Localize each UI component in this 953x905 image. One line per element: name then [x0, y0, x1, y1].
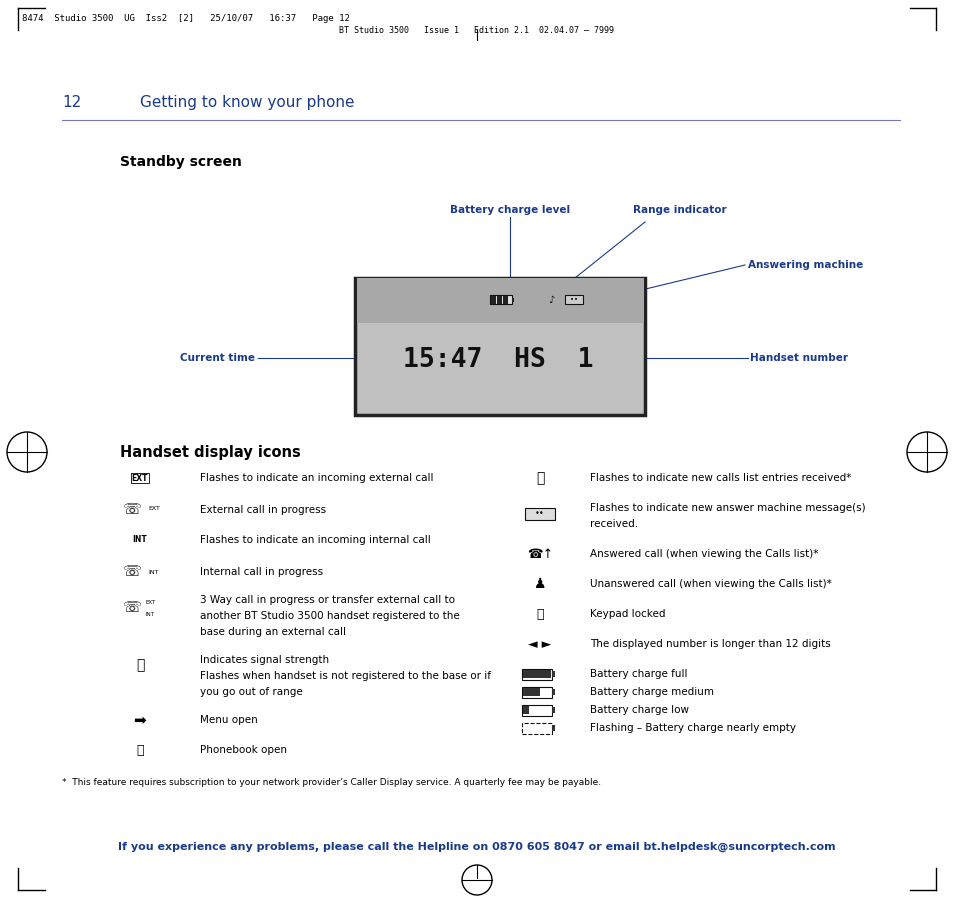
Text: EXT: EXT	[148, 506, 160, 510]
Bar	[522, 670, 551, 678]
Text: EXT: EXT	[146, 599, 156, 605]
Text: 12: 12	[62, 95, 81, 110]
Text: Getting to know your phone: Getting to know your phone	[140, 95, 355, 110]
Bar	[491, 297, 496, 303]
Text: Flashing – Battery charge nearly empty: Flashing – Battery charge nearly empty	[589, 723, 795, 733]
Bar	[356, 278, 643, 323]
Text: Battery charge low: Battery charge low	[589, 705, 688, 715]
Text: Battery charge level: Battery charge level	[450, 205, 570, 215]
Text: Answering machine: Answering machine	[747, 260, 862, 270]
Text: ••: ••	[535, 510, 544, 519]
Text: ⚿: ⚿	[536, 607, 543, 621]
Bar	[564, 296, 582, 304]
Bar	[490, 296, 512, 304]
Text: 15:47  HS  1: 15:47 HS 1	[402, 347, 593, 373]
Text: Phonebook open: Phonebook open	[200, 745, 287, 755]
Text: Handset number: Handset number	[749, 353, 847, 363]
Text: ••: ••	[569, 297, 578, 303]
Bar	[522, 706, 528, 714]
Text: Standby screen: Standby screen	[120, 155, 242, 169]
Text: INT: INT	[132, 536, 147, 545]
Text: ♟: ♟	[533, 577, 546, 591]
Bar	[521, 722, 552, 733]
Text: ◄ ►: ◄ ►	[528, 637, 551, 651]
Text: Battery charge medium: Battery charge medium	[589, 687, 713, 697]
Text: Range indicator: Range indicator	[633, 205, 726, 215]
Text: If you experience any problems, please call the Helpline on 0870 605 8047 or ema: If you experience any problems, please c…	[118, 842, 835, 853]
Text: received.: received.	[589, 519, 638, 529]
Text: ☏: ☏	[122, 565, 141, 579]
Text: Flashes to indicate new answer machine message(s): Flashes to indicate new answer machine m…	[589, 503, 864, 513]
Bar	[522, 688, 539, 696]
Text: ♪: ♪	[547, 295, 554, 305]
Bar	[524, 508, 555, 520]
Text: INT: INT	[148, 569, 158, 575]
Text: Flashes when handset is not registered to the base or if: Flashes when handset is not registered t…	[200, 671, 491, 681]
Bar	[521, 669, 552, 680]
Text: you go out of range: you go out of range	[200, 687, 302, 697]
Text: 3 Way call in progress or transfer external call to: 3 Way call in progress or transfer exter…	[200, 595, 455, 605]
Text: ☎↑: ☎↑	[526, 548, 553, 560]
Text: Internal call in progress: Internal call in progress	[200, 567, 323, 577]
Bar	[502, 297, 507, 303]
Text: Handset display icons: Handset display icons	[120, 445, 300, 460]
Text: The displayed number is longer than 12 digits: The displayed number is longer than 12 d…	[589, 639, 830, 649]
Bar	[521, 687, 552, 698]
Bar	[552, 690, 554, 695]
Text: 📖: 📖	[136, 744, 144, 757]
Text: BT Studio 3500   Issue 1   Edition 2.1  02.04.07 – 7999: BT Studio 3500 Issue 1 Edition 2.1 02.04…	[339, 26, 614, 35]
Text: Flashes to indicate an incoming internal call: Flashes to indicate an incoming internal…	[200, 535, 431, 545]
Text: Menu open: Menu open	[200, 715, 257, 725]
Text: 8474  Studio 3500  UG  Iss2  [2]   25/10/07   16:37   Page 12: 8474 Studio 3500 UG Iss2 [2] 25/10/07 16…	[22, 14, 350, 23]
Text: Indicates signal strength: Indicates signal strength	[200, 655, 329, 665]
Text: ☏: ☏	[122, 601, 141, 615]
Text: Unanswered call (when viewing the Calls list)*: Unanswered call (when viewing the Calls …	[589, 579, 831, 589]
Text: *  This feature requires subscription to your network provider’s Caller Display : * This feature requires subscription to …	[62, 777, 600, 786]
Text: ☏: ☏	[122, 502, 141, 518]
Bar	[552, 725, 554, 730]
Bar	[521, 704, 552, 716]
Bar	[355, 278, 644, 415]
Text: Current time: Current time	[180, 353, 254, 363]
Text: base during an external call: base during an external call	[200, 627, 346, 637]
Text: INT: INT	[146, 612, 154, 616]
Text: ⌶: ⌶	[135, 658, 144, 672]
Text: 📞: 📞	[536, 471, 543, 485]
Text: Answered call (when viewing the Calls list)*: Answered call (when viewing the Calls li…	[589, 549, 818, 559]
Text: Flashes to indicate new calls list entries received*: Flashes to indicate new calls list entri…	[589, 473, 850, 483]
Text: ➡: ➡	[133, 712, 146, 728]
Bar	[497, 297, 501, 303]
Text: Keypad locked: Keypad locked	[589, 609, 665, 619]
Bar	[512, 298, 514, 302]
Text: another BT Studio 3500 handset registered to the: another BT Studio 3500 handset registere…	[200, 611, 459, 621]
Text: EXT: EXT	[132, 473, 148, 482]
Text: Flashes to indicate an incoming external call: Flashes to indicate an incoming external…	[200, 473, 433, 483]
Text: External call in progress: External call in progress	[200, 505, 326, 515]
Bar	[552, 672, 554, 677]
Text: Battery charge full: Battery charge full	[589, 669, 687, 679]
Bar	[552, 707, 554, 713]
